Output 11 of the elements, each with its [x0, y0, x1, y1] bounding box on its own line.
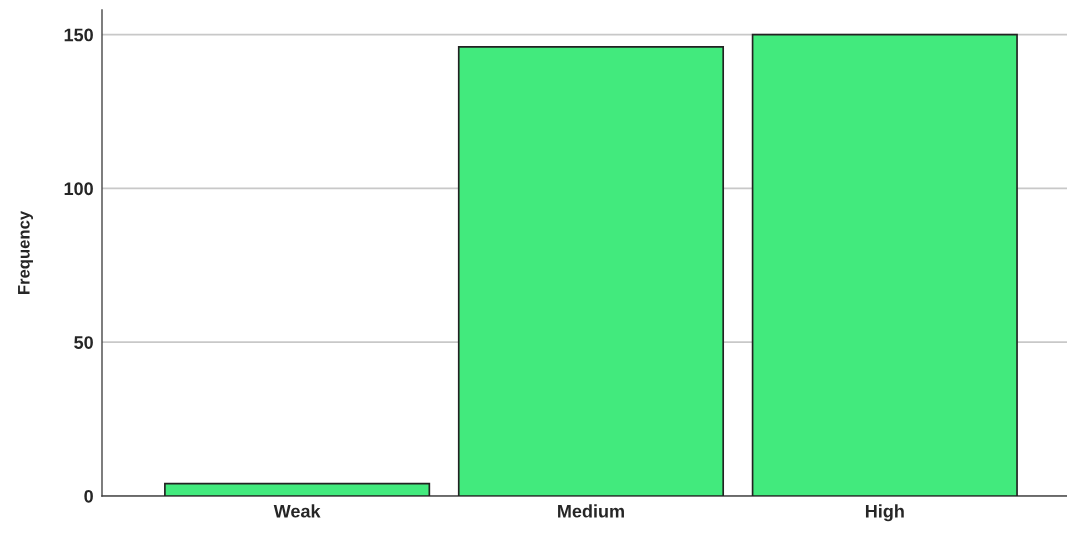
x-tick-label: Weak: [273, 504, 321, 518]
bar: [164, 482, 431, 496]
y-axis-title: Frequency: [18, 210, 33, 295]
y-tick-label: 0: [84, 489, 93, 503]
bar: [457, 46, 725, 496]
x-tick-label: High: [865, 504, 904, 522]
x-tick-label: Medium: [558, 504, 624, 518]
y-tick-label: 100: [64, 182, 93, 196]
y-tick-label: 150: [64, 28, 93, 42]
y-tick-label: 50: [74, 336, 93, 349]
bar: [751, 33, 1018, 496]
